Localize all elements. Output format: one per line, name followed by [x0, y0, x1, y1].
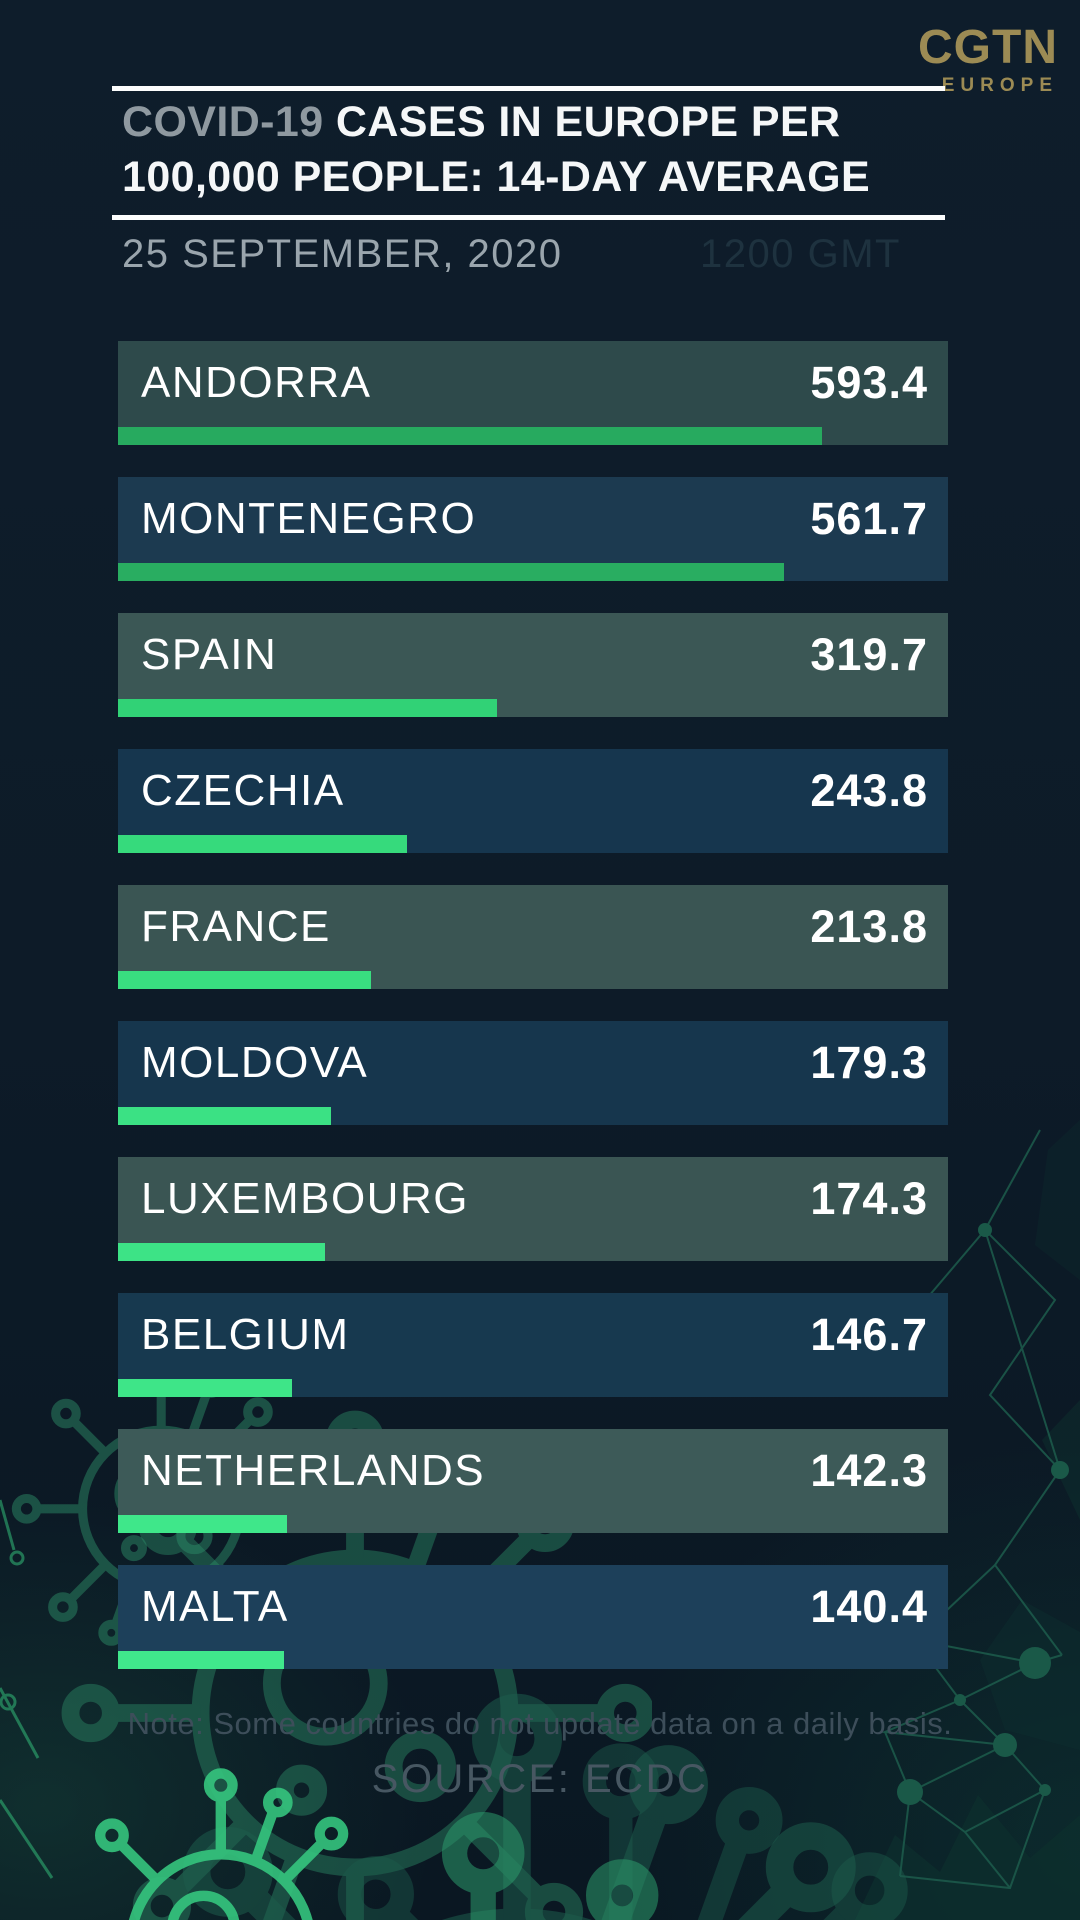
country-label: ANDORRA [141, 358, 372, 407]
value-bar [118, 1651, 285, 1669]
country-row: CZECHIA 243.8 [118, 749, 948, 853]
country-value: 140.4 [810, 1581, 928, 1632]
country-label: LUXEMBOURG [141, 1174, 469, 1223]
country-row: LUXEMBOURG 174.3 [118, 1157, 948, 1261]
header-rule-bottom [112, 215, 945, 220]
date-label: 25 SEPTEMBER, 2020 [122, 232, 563, 276]
country-value: 213.8 [810, 901, 928, 952]
time-label: 1200 GMT [700, 232, 901, 276]
title-covid19: COVID-19 [122, 98, 324, 146]
country-value: 174.3 [810, 1173, 928, 1224]
page-title: COVID-19 CASES IN EUROPE PER 100,000 PEO… [122, 95, 870, 205]
value-bar [118, 1379, 292, 1397]
country-label: MALTA [141, 1582, 289, 1631]
country-row: MALTA 140.4 [118, 1565, 948, 1669]
cgtn-logo: CGTN EUROPE [918, 24, 1058, 97]
value-bar [118, 835, 408, 853]
country-value: 593.4 [810, 357, 928, 408]
value-bar [118, 971, 372, 989]
country-label: MONTENEGRO [141, 494, 477, 543]
country-row: MONTENEGRO 561.7 [118, 477, 948, 581]
country-row: NETHERLANDS 142.3 [118, 1429, 948, 1533]
value-bar [118, 699, 498, 717]
country-row: MOLDOVA 179.3 [118, 1021, 948, 1125]
molecule-strand [0, 1499, 54, 1879]
country-value: 146.7 [810, 1309, 928, 1360]
country-label: SPAIN [141, 630, 278, 679]
country-label: FRANCE [141, 902, 331, 951]
value-bar [118, 1243, 325, 1261]
cgtn-logo-region: EUROPE [941, 75, 1058, 96]
country-label: BELGIUM [141, 1310, 350, 1359]
country-row: FRANCE 213.8 [118, 885, 948, 989]
country-row: SPAIN 319.7 [118, 613, 948, 717]
value-bar [118, 1107, 331, 1125]
title-rest: CASES IN EUROPE PER [323, 98, 841, 146]
country-value: 243.8 [810, 765, 928, 816]
footnote: Note: Some countries do not update data … [127, 1706, 953, 1741]
value-bar [118, 1515, 287, 1533]
country-value: 319.7 [810, 629, 928, 680]
cgtn-logo-brand: CGTN [918, 21, 1058, 74]
header-rule-top [112, 86, 945, 91]
value-bar [118, 427, 822, 445]
country-bar-list: ANDORRA 593.4 MONTENEGRO 561.7 SPAIN 319.7 CZE… [118, 341, 948, 1669]
country-value: 142.3 [810, 1445, 928, 1496]
country-value: 561.7 [810, 493, 928, 544]
country-row: ANDORRA 593.4 [118, 341, 948, 445]
country-label: MOLDOVA [141, 1038, 369, 1087]
source-label: SOURCE: ECDC [371, 1757, 709, 1801]
value-bar [118, 563, 784, 581]
title-line2: 100,000 PEOPLE: 14-DAY AVERAGE [122, 153, 871, 201]
country-row: BELGIUM 146.7 [118, 1293, 948, 1397]
country-label: NETHERLANDS [141, 1446, 486, 1495]
country-label: CZECHIA [141, 766, 345, 815]
country-value: 179.3 [810, 1037, 928, 1088]
